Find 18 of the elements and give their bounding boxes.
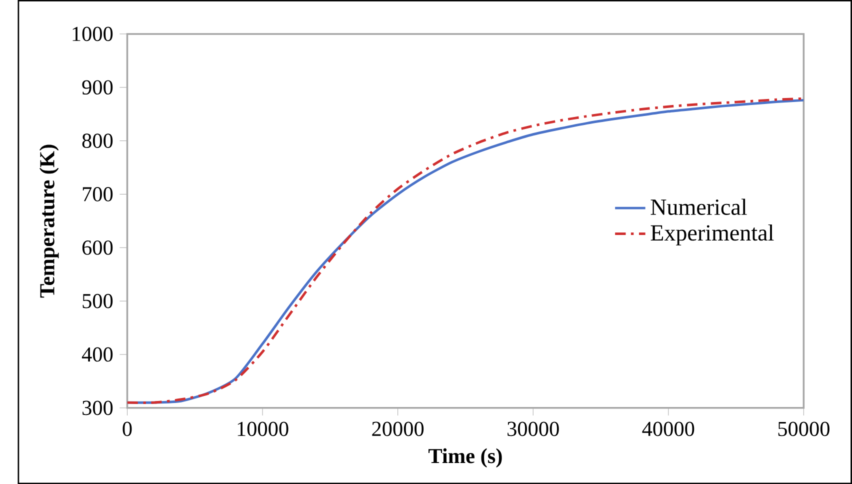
- y-tick-label: 500: [82, 294, 113, 308]
- y-tick-label: 800: [82, 134, 113, 148]
- y-tick-label: 1000: [72, 26, 113, 41]
- y-tick-label: 400: [82, 347, 113, 362]
- legend-label: Experimental: [650, 224, 774, 246]
- y-tick-label: 700: [82, 186, 113, 202]
- y-tick-label: 600: [82, 240, 113, 255]
- x-tick-label: 50000: [778, 422, 830, 436]
- x-tick-label: 10000: [238, 422, 288, 436]
- legend-label: Numerical: [650, 198, 747, 215]
- x-tick-label: 0: [122, 422, 132, 436]
- x-tick-label: 30000: [508, 422, 559, 436]
- y-tick-label: 900: [82, 80, 113, 94]
- y-axis-title: Temperature (K): [39, 144, 59, 298]
- x-tick-label: 40000: [642, 422, 694, 436]
- x-axis-title: Time (s): [428, 448, 502, 468]
- y-tick-label: 300: [82, 400, 113, 415]
- x-tick-label: 20000: [372, 422, 424, 436]
